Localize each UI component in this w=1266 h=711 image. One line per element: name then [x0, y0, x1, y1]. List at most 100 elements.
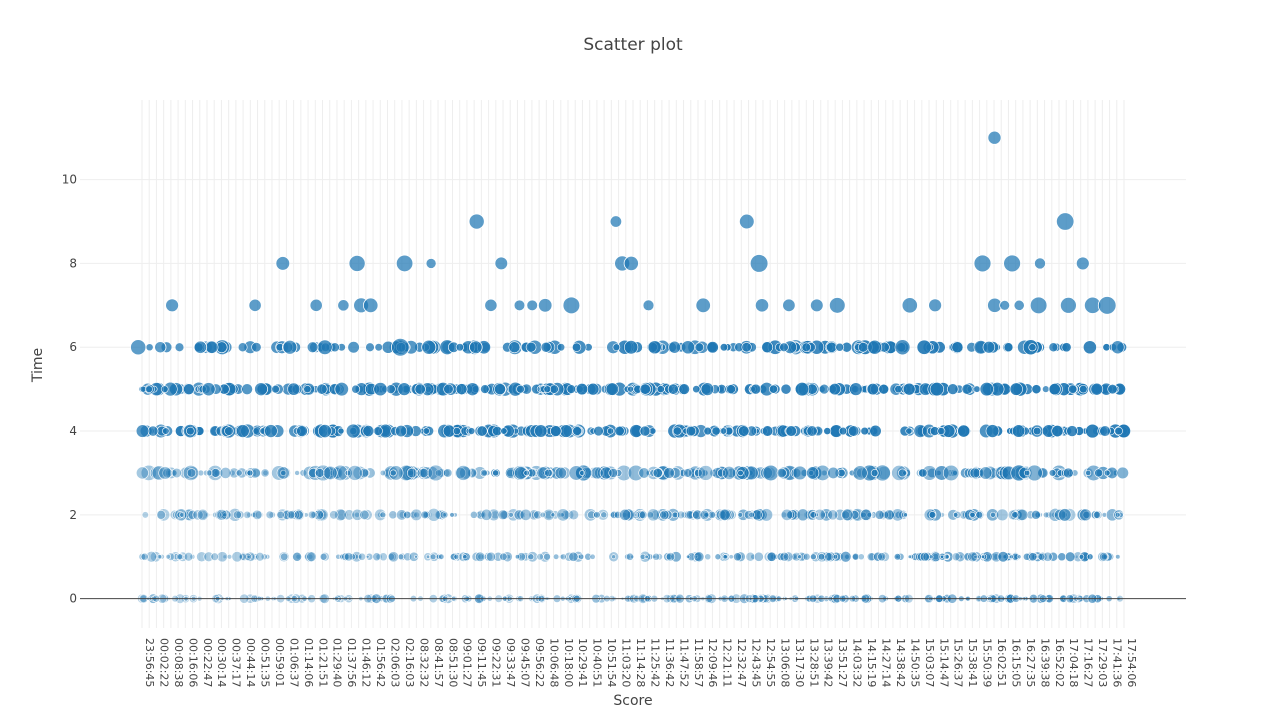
data-point: [254, 510, 264, 520]
data-point: [317, 339, 333, 355]
data-point: [186, 426, 195, 436]
x-tick-label: 00:02:22: [157, 638, 170, 687]
data-point: [599, 466, 613, 480]
data-point: [877, 552, 887, 562]
data-point: [1009, 382, 1023, 396]
data-point: [525, 341, 537, 353]
data-point: [1016, 554, 1022, 560]
data-point: [1114, 426, 1123, 436]
data-point: [1048, 551, 1058, 562]
data-point: [828, 383, 842, 396]
data-point: [593, 425, 604, 437]
x-tick-label: 14:15:19: [865, 638, 878, 687]
data-point: [354, 554, 360, 560]
data-point: [458, 551, 469, 562]
data-point: [197, 469, 205, 477]
data-point: [246, 554, 251, 559]
data-point: [1063, 467, 1074, 479]
data-point: [526, 299, 538, 312]
data-point: [1048, 469, 1057, 477]
x-tick-label: 09:45:07: [518, 638, 531, 687]
x-tick-label: 01:56:42: [374, 638, 387, 687]
data-point: [357, 552, 366, 561]
data-point: [571, 342, 582, 352]
data-point: [682, 468, 693, 478]
data-point: [722, 554, 728, 560]
data-point: [870, 469, 879, 477]
data-point: [287, 382, 301, 396]
data-point: [928, 511, 937, 519]
data-point: [849, 382, 863, 396]
data-point: [410, 508, 423, 521]
data-point: [138, 552, 147, 561]
data-point: [802, 552, 811, 561]
data-point: [638, 510, 648, 520]
data-point: [439, 510, 449, 520]
data-point: [251, 342, 262, 353]
data-point: [452, 427, 461, 436]
data-point: [699, 509, 710, 520]
data-point: [940, 554, 945, 559]
data-point: [413, 511, 420, 519]
data-point: [806, 425, 818, 437]
data-point: [556, 508, 570, 522]
data-point: [165, 554, 171, 560]
data-point: [484, 298, 498, 312]
data-point: [748, 511, 755, 519]
data-point: [754, 298, 770, 313]
data-point: [671, 511, 679, 519]
x-tick-label: 00:44:14: [244, 638, 257, 687]
x-tick-label: 16:02:51: [995, 638, 1008, 687]
data-point: [783, 551, 794, 562]
data-point: [443, 383, 454, 395]
x-tick-label: 16:27:35: [1024, 638, 1037, 687]
data-point: [379, 469, 387, 477]
data-point: [768, 384, 778, 394]
data-point: [348, 553, 356, 561]
data-point: [162, 467, 173, 479]
data-point: [317, 509, 328, 520]
data-point: [328, 470, 335, 476]
data-point: [779, 551, 790, 562]
data-point: [341, 552, 350, 561]
data-point: [249, 467, 261, 479]
x-tick-label: 11:58:57: [692, 638, 705, 687]
data-point: [1064, 551, 1076, 562]
data-point: [1060, 296, 1077, 314]
data-point: [951, 552, 961, 562]
data-point: [419, 466, 433, 480]
data-point: [207, 465, 223, 481]
data-point: [176, 511, 184, 519]
data-point: [828, 297, 846, 314]
data-point: [883, 509, 895, 521]
data-point: [905, 427, 913, 435]
x-tick-label: 10:51:54: [605, 638, 618, 687]
data-point: [619, 508, 632, 521]
data-point: [361, 468, 370, 478]
data-point: [826, 341, 838, 353]
data-point: [606, 427, 614, 435]
data-point: [219, 467, 232, 479]
data-point: [1079, 384, 1088, 394]
data-point: [443, 468, 453, 478]
data-point: [609, 215, 623, 228]
data-point: [468, 340, 483, 355]
data-point: [614, 469, 623, 477]
data-point: [319, 552, 328, 561]
data-point: [692, 509, 703, 521]
data-point: [480, 384, 490, 394]
data-point: [238, 552, 247, 561]
data-point: [608, 468, 619, 478]
data-point: [1028, 343, 1037, 352]
data-point: [874, 509, 885, 520]
data-point: [593, 511, 601, 519]
data-point: [929, 382, 945, 397]
data-point: [947, 383, 959, 395]
data-point: [1003, 342, 1014, 353]
data-point: [235, 469, 243, 477]
data-point: [1048, 342, 1059, 353]
data-point: [455, 383, 468, 396]
data-point: [584, 552, 592, 561]
data-point: [497, 509, 509, 521]
data-point: [386, 384, 396, 394]
